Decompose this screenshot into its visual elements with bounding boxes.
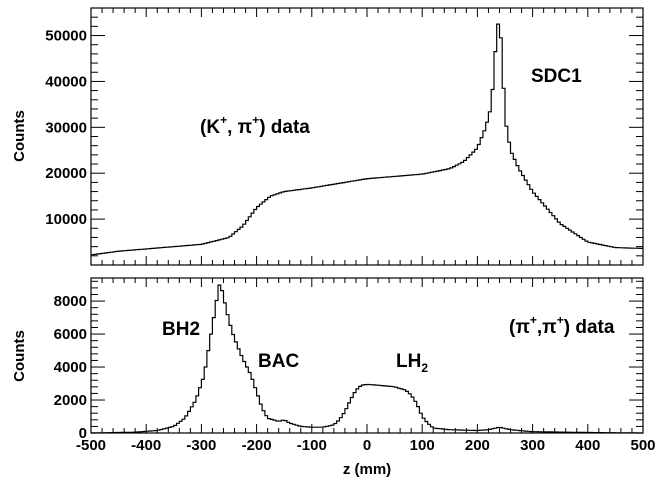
bottom-x-tick-label: -500 <box>76 437 106 454</box>
top-plot-frame <box>90 7 644 266</box>
bottom-annotation-pipi-data: (π+,π+) data <box>509 313 615 338</box>
bottom-y-tick-label: 8000 <box>54 293 87 310</box>
bottom-plot-frame <box>90 277 644 434</box>
bottom-x-tick-label: 500 <box>630 437 655 454</box>
bottom-y-axis-label: Counts <box>11 330 28 382</box>
bottom-x-tick-label: -100 <box>297 437 327 454</box>
bottom-y-ticks: 0 2000 4000 6000 8000 <box>54 280 643 442</box>
bottom-histogram-line <box>91 284 643 434</box>
bottom-y-tick-label: 0 <box>79 425 87 442</box>
bottom-x-tick-label: 400 <box>575 437 600 454</box>
bottom-y-tick-label: 4000 <box>54 359 87 376</box>
top-y-tick-label: 20000 <box>45 165 87 182</box>
top-histogram-line <box>91 23 643 256</box>
top-annotation-sdc1: SDC1 <box>531 66 582 87</box>
bottom-x-ticks: -500 -400 -300 -200 -100 0 100 200 300 400 500 <box>76 278 656 454</box>
bottom-x-tick-label: 200 <box>465 437 490 454</box>
top-y-tick-label: 40000 <box>45 73 87 90</box>
top-annotation-kpi-data: (K+, π+) data <box>200 113 310 138</box>
bottom-annotation-bac: BAC <box>258 351 299 372</box>
bottom-x-tick-label: 300 <box>520 437 545 454</box>
top-x-ticks <box>90 8 644 265</box>
bottom-x-tick-label: 100 <box>410 437 435 454</box>
bottom-annotation-lh2: LH2 <box>396 351 428 375</box>
top-y-axis-label: Counts <box>11 110 28 162</box>
bottom-x-tick-label: -400 <box>131 437 161 454</box>
top-y-tick-label: 50000 <box>45 28 87 45</box>
bottom-panel: 0 2000 4000 6000 8000 -500 -400 -300 -200 -100 0 1… <box>11 277 656 478</box>
top-y-tick-label: 10000 <box>45 211 87 228</box>
bottom-x-tick-label: -300 <box>186 437 216 454</box>
bottom-x-tick-label: 0 <box>363 437 371 454</box>
top-y-tick-label: 30000 <box>45 119 87 136</box>
bottom-y-tick-label: 6000 <box>54 326 87 343</box>
bottom-y-tick-label: 2000 <box>54 392 87 409</box>
bottom-annotation-bh2: BH2 <box>162 319 200 340</box>
bottom-x-tick-label: -200 <box>242 437 272 454</box>
top-y-ticks: 10000 20000 30000 40000 50000 <box>45 7 643 266</box>
bottom-x-axis-label: z (mm) <box>343 461 391 478</box>
top-panel: 10000 20000 30000 40000 50000 Counts SDC1 (K… <box>11 7 644 266</box>
